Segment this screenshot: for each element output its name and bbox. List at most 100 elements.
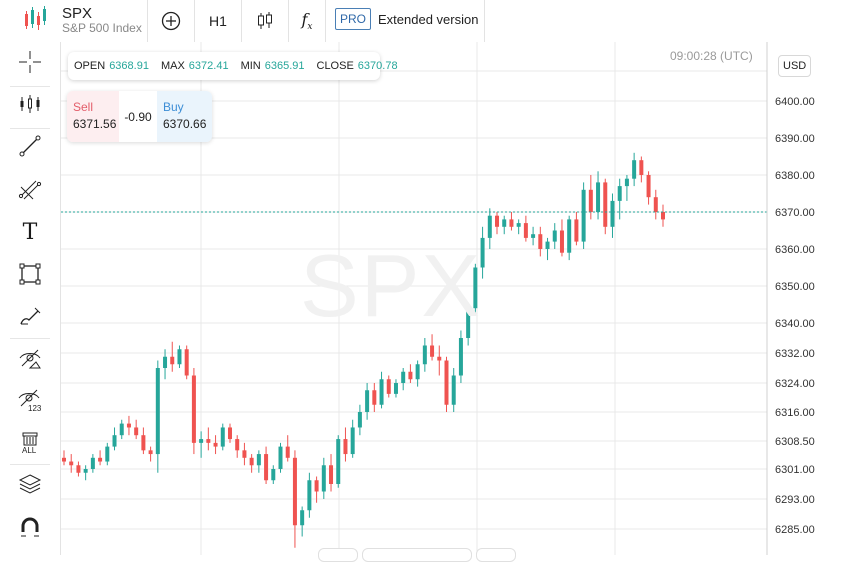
buy-label: Buy bbox=[163, 100, 184, 114]
sell-price: 6371.56 bbox=[73, 117, 117, 131]
candle-body bbox=[191, 375, 196, 443]
candle-body bbox=[502, 219, 507, 227]
compare-add-button[interactable] bbox=[148, 0, 194, 42]
hide-indicators-tool[interactable]: 123 bbox=[14, 384, 46, 416]
price-tick-label: 6316.00 bbox=[775, 407, 815, 419]
price-tick-label: 6308.50 bbox=[775, 436, 815, 448]
candle-body bbox=[408, 371, 413, 380]
candle-body bbox=[271, 469, 276, 481]
candle-body bbox=[653, 197, 658, 212]
candle-body bbox=[444, 360, 449, 405]
magnet-tool[interactable] bbox=[14, 512, 46, 544]
candle-body bbox=[603, 182, 608, 227]
candle-body bbox=[112, 435, 117, 447]
zoom-in-button[interactable] bbox=[476, 548, 516, 562]
price-tick-label: 6340.00 bbox=[775, 318, 815, 330]
candle-body bbox=[148, 450, 153, 455]
candle-body bbox=[321, 465, 326, 492]
symbol-description: S&P 500 Index bbox=[62, 21, 142, 35]
max-value: 6372.41 bbox=[188, 60, 229, 72]
candle-body bbox=[466, 308, 471, 338]
function-icon: fx bbox=[301, 9, 313, 33]
candle-body bbox=[343, 439, 348, 455]
candle-body bbox=[278, 446, 283, 469]
hide-drawings-tool[interactable] bbox=[14, 342, 46, 374]
sell-label: Sell bbox=[73, 100, 94, 114]
delete-all-label: ALL bbox=[22, 446, 37, 455]
candle-body bbox=[126, 423, 131, 428]
price-tick-label: 6390.00 bbox=[775, 133, 815, 145]
candle-body bbox=[639, 160, 644, 175]
close-value: 6370.78 bbox=[357, 60, 398, 72]
candle-body bbox=[567, 219, 572, 253]
candle-body bbox=[487, 215, 492, 238]
ohlc-panel: OPEN 6368.91 MAX 6372.41 MIN 6365.91 CLO… bbox=[68, 52, 398, 80]
buy-button[interactable]: Buy 6370.66 bbox=[157, 91, 212, 142]
candle-body bbox=[242, 450, 247, 458]
price-axis-background bbox=[767, 42, 854, 555]
trend-line-tool[interactable] bbox=[14, 130, 46, 162]
candle-body bbox=[458, 338, 463, 376]
crosshair-tool[interactable] bbox=[14, 46, 46, 78]
currency-button[interactable]: USD bbox=[778, 55, 812, 77]
candle-body bbox=[357, 412, 362, 428]
candle-body bbox=[473, 267, 478, 309]
candles-logo-icon bbox=[22, 6, 50, 37]
drawing-toolbar: T 123 ALL bbox=[0, 42, 61, 555]
brush-icon bbox=[20, 307, 41, 325]
fibonacci-tool[interactable] bbox=[14, 174, 46, 206]
candle-body bbox=[256, 454, 261, 466]
hide-indicators-label: 123 bbox=[28, 404, 42, 413]
zoom-out-button[interactable] bbox=[318, 548, 358, 562]
candle-body bbox=[69, 461, 74, 466]
candle-body bbox=[516, 223, 521, 227]
max-label: MAX bbox=[160, 60, 185, 72]
price-axis: 6285.00 6293.00 6301.00 6308.50 6316.00 6324.… bbox=[766, 42, 854, 555]
candle-body bbox=[610, 200, 615, 227]
plus-circle-icon bbox=[161, 11, 181, 31]
candle-body bbox=[574, 219, 579, 242]
sell-button[interactable]: Sell 6371.56 bbox=[67, 91, 119, 142]
candle-body bbox=[184, 349, 189, 376]
candle-body bbox=[509, 219, 514, 227]
layers-tool[interactable] bbox=[14, 468, 46, 500]
candle-body bbox=[386, 379, 391, 394]
indicators-tool[interactable] bbox=[14, 88, 46, 120]
candle-body bbox=[98, 457, 103, 462]
candle-body bbox=[314, 480, 319, 492]
rectangle-tool[interactable] bbox=[14, 258, 46, 290]
brush-tool[interactable] bbox=[14, 300, 46, 332]
candle-body bbox=[393, 383, 398, 394]
candle-body bbox=[90, 457, 95, 469]
candle-body bbox=[105, 446, 110, 462]
candle-body bbox=[336, 439, 341, 484]
pro-badge[interactable]: PRO bbox=[335, 8, 372, 30]
trend-line-icon bbox=[19, 135, 41, 157]
min-value: 6365.91 bbox=[264, 60, 305, 72]
indicators-fx-button[interactable]: fx bbox=[289, 0, 325, 42]
timeframe-button[interactable]: H1 bbox=[195, 0, 241, 42]
candle-body bbox=[350, 427, 355, 455]
candle-body bbox=[588, 189, 593, 212]
candle-body bbox=[437, 356, 442, 361]
time-range-button[interactable] bbox=[362, 548, 472, 562]
candle-body bbox=[379, 379, 384, 405]
symbol-name[interactable]: SPX bbox=[62, 5, 93, 22]
candle-body bbox=[422, 345, 427, 365]
price-tick-label: 6370.00 bbox=[775, 207, 815, 219]
chart-type-button[interactable] bbox=[242, 0, 288, 42]
candle-body bbox=[235, 439, 240, 451]
candle-body bbox=[213, 442, 218, 447]
price-tick-label: 6400.00 bbox=[775, 96, 815, 108]
delete-all-tool[interactable]: ALL bbox=[14, 426, 46, 458]
min-label: MIN bbox=[240, 60, 261, 72]
extended-version-link[interactable]: Extended version bbox=[378, 12, 479, 27]
candle-body bbox=[155, 368, 160, 455]
text-tool[interactable]: T bbox=[14, 216, 46, 248]
candle-body bbox=[206, 439, 211, 443]
price-tick-label: 6380.00 bbox=[775, 170, 815, 182]
candle-body bbox=[134, 427, 139, 436]
candle-body bbox=[451, 375, 456, 405]
rectangle-icon bbox=[19, 263, 41, 285]
candle-body bbox=[596, 182, 601, 212]
